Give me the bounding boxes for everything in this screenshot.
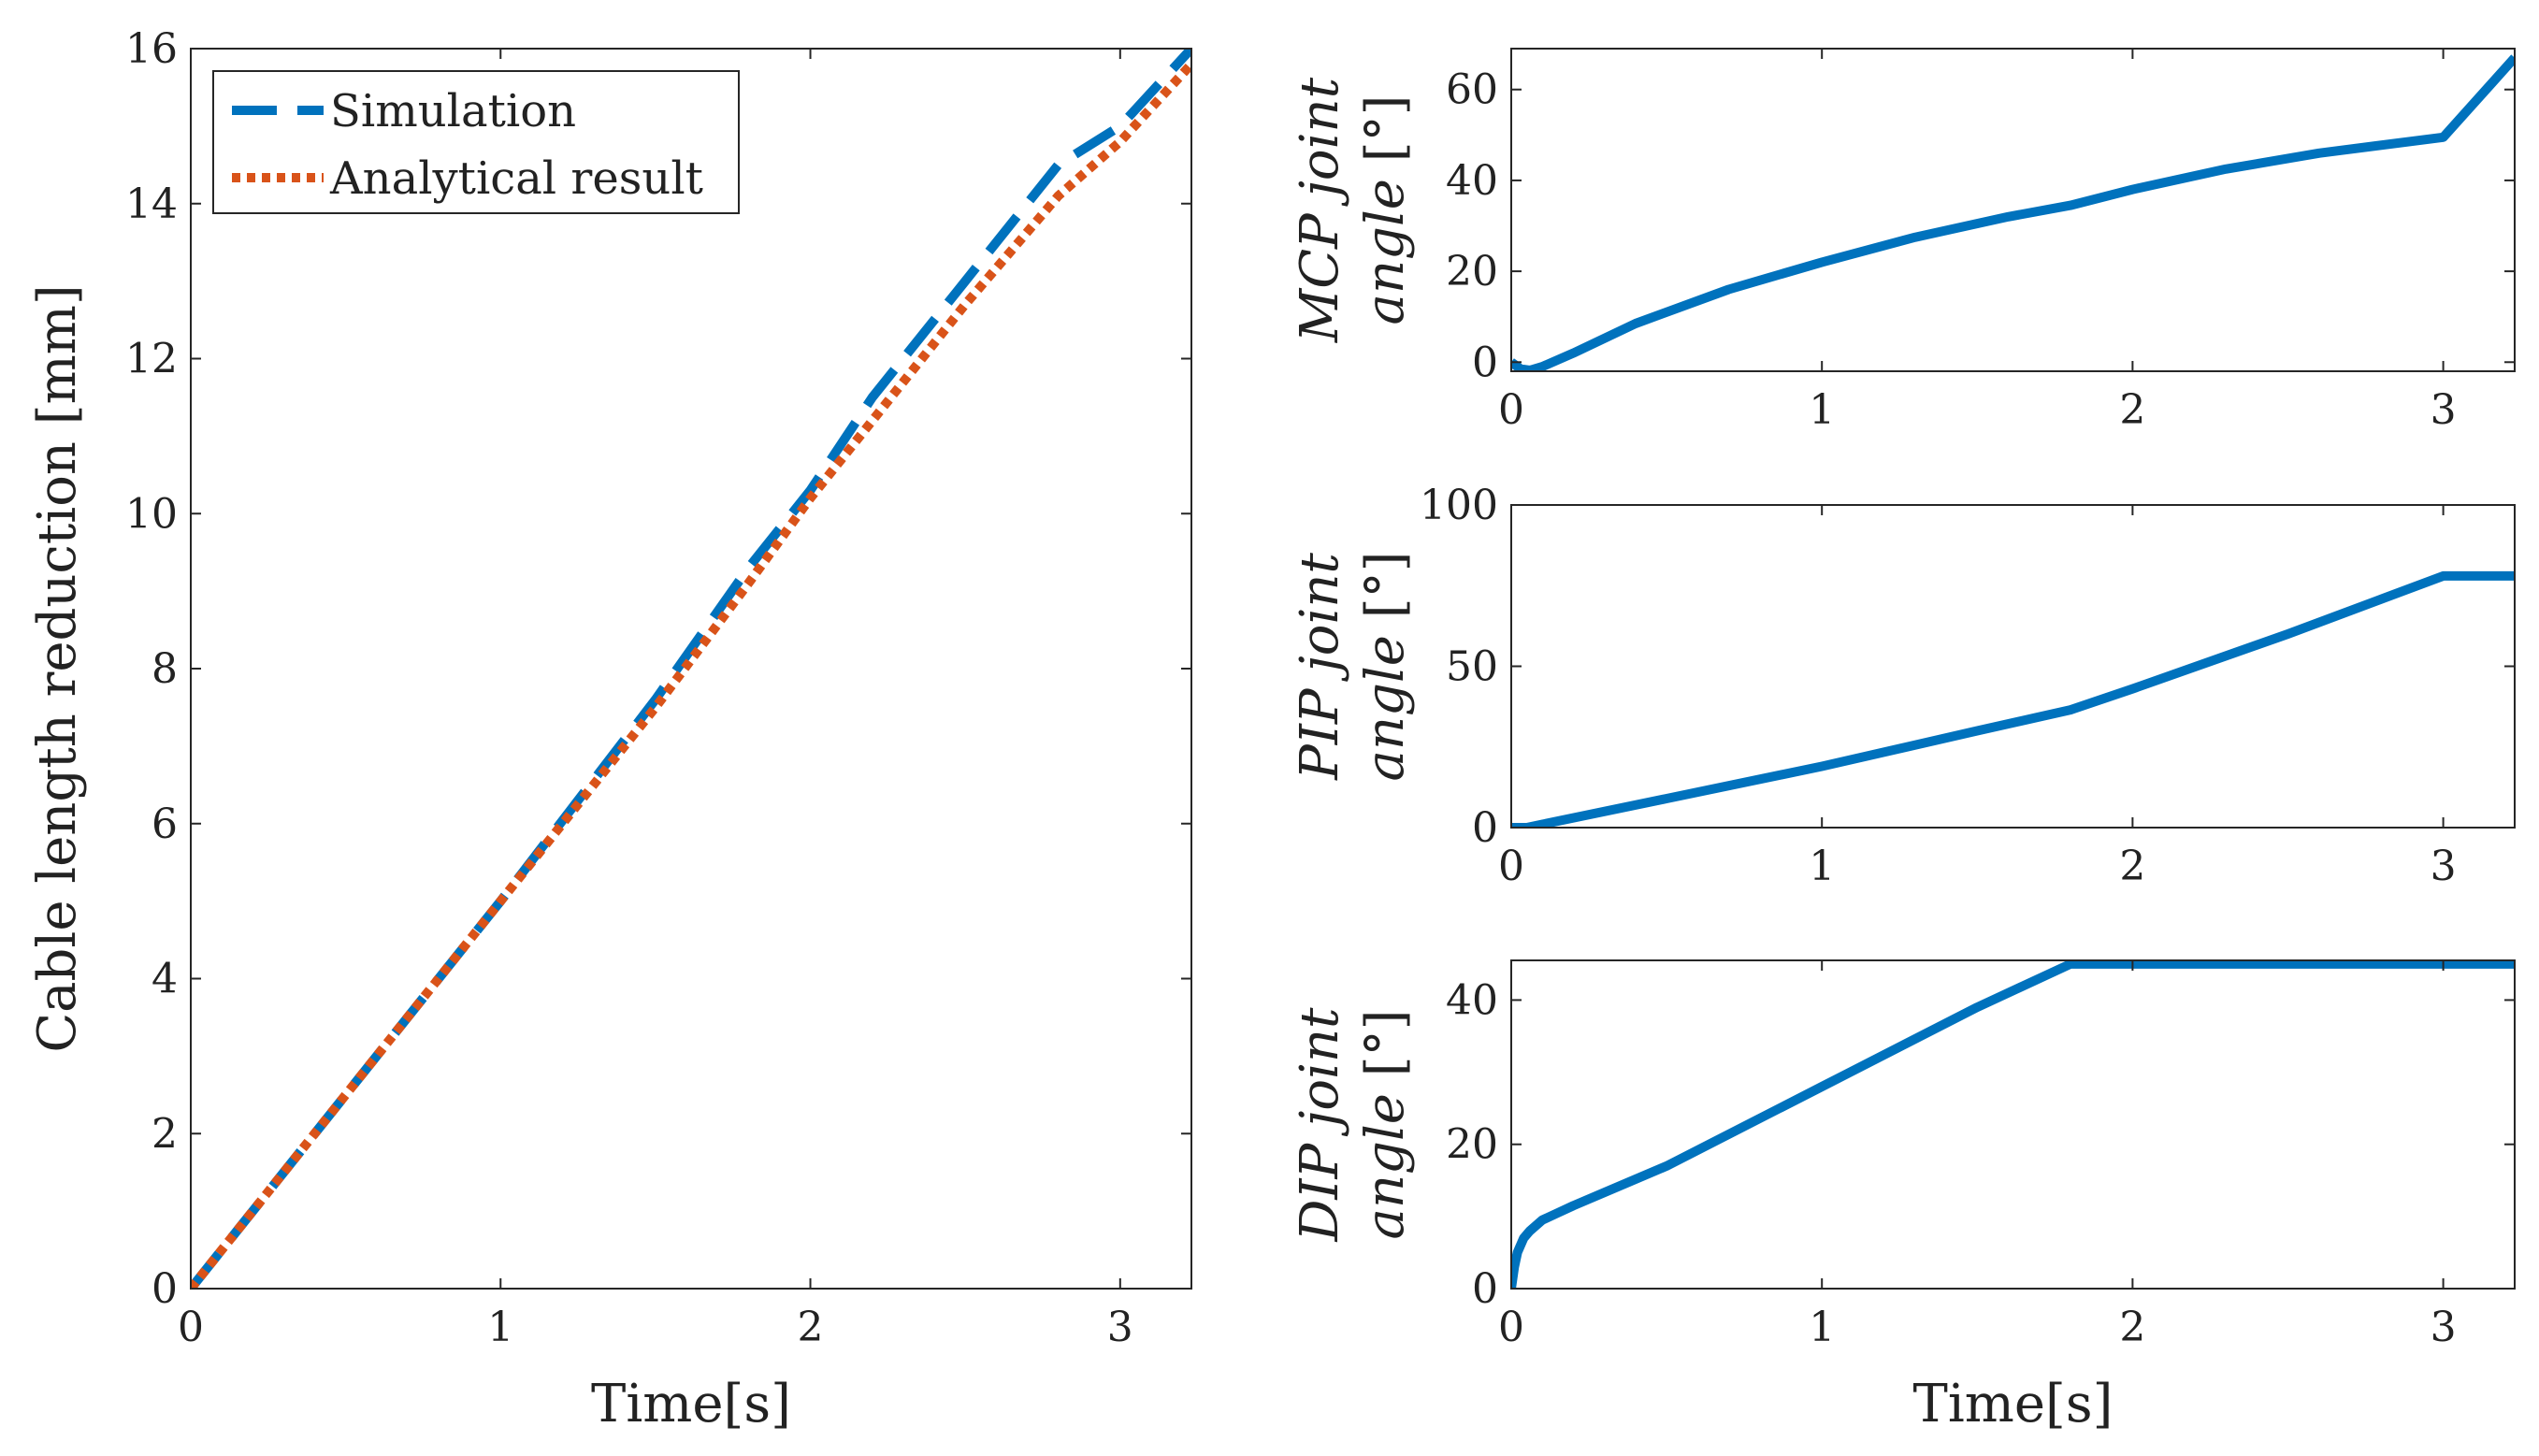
y-tick-label: 16	[125, 25, 178, 73]
y-tick-label: 8	[151, 645, 178, 693]
y-axis-title-part: joint	[1290, 77, 1350, 213]
y-tick-label: 10	[125, 490, 178, 538]
x-tick-label: 2	[2119, 1304, 2145, 1351]
y-axis-title: Cable length reduction [mm]	[27, 284, 88, 1052]
y-tick-label: 0	[1472, 1265, 1498, 1313]
y-tick-label: 100	[1420, 482, 1498, 529]
y-axis-title-part: [°]	[1355, 1010, 1416, 1094]
x-tick-label: 2	[2119, 843, 2145, 890]
axes-box	[1510, 959, 2516, 1290]
x-tick-label: 1	[1809, 386, 1835, 434]
y-tick-label: 0	[1472, 804, 1498, 852]
y-tick-label: 20	[1446, 1121, 1498, 1169]
legend-label: Simulation	[330, 85, 576, 137]
y-tick-label: 40	[1446, 157, 1498, 205]
y-axis-title-part: MCP	[1290, 212, 1350, 343]
y-axis-title-part: joint	[1290, 1007, 1350, 1144]
y-axis-title-line: MCP joint	[1290, 77, 1350, 343]
y-axis-title-line: angle [°]	[1355, 552, 1416, 782]
y-axis-title-line: DIP joint	[1290, 1007, 1350, 1243]
y-axis-title-part: [°]	[1355, 95, 1416, 180]
x-tick-label: 0	[178, 1304, 204, 1351]
x-tick-label: 3	[2431, 386, 2457, 434]
y-axis-title-part: joint	[1290, 553, 1350, 689]
series-line-simulation	[191, 49, 1191, 1289]
legend-label: Analytical result	[329, 152, 703, 205]
y-axis-title-part: DIP	[1290, 1143, 1350, 1243]
y-axis-title-line: angle [°]	[1355, 95, 1416, 325]
y-axis-title-part: [°]	[1355, 552, 1416, 636]
y-axis-title-part: PIP	[1290, 687, 1350, 781]
y-axis-title-part: angle	[1355, 635, 1416, 781]
y-tick-label: 4	[151, 956, 178, 1003]
x-tick-label: 0	[1498, 1304, 1524, 1351]
y-tick-label: 14	[125, 180, 178, 228]
x-tick-label: 3	[2431, 843, 2457, 890]
x-axis-title: Time[s]	[591, 1374, 791, 1434]
y-tick-label: 60	[1446, 66, 1498, 114]
x-tick-label: 3	[2431, 1304, 2457, 1351]
y-axis-title-part: angle	[1355, 1093, 1416, 1239]
y-tick-label: 12	[125, 336, 178, 383]
y-tick-label: 6	[151, 800, 178, 848]
series-line-analytical-result	[191, 61, 1191, 1289]
y-axis-title-line: angle [°]	[1355, 1010, 1416, 1240]
x-tick-label: 0	[1498, 843, 1524, 890]
x-tick-label: 1	[1809, 843, 1835, 890]
y-tick-label: 20	[1446, 248, 1498, 296]
legend-box	[212, 70, 740, 214]
x-tick-label: 0	[1498, 386, 1524, 434]
x-tick-label: 2	[798, 1304, 824, 1351]
x-tick-label: 1	[487, 1304, 513, 1351]
series-line-dip-joint-angle	[1511, 960, 2515, 1289]
y-tick-label: 40	[1446, 976, 1498, 1024]
x-tick-label: 1	[1809, 1304, 1835, 1351]
x-tick-label: 3	[1107, 1304, 1133, 1351]
legend: Simulation Analytical result	[212, 70, 740, 214]
y-tick-label: 0	[151, 1265, 178, 1313]
x-axis-title: Time[s]	[1913, 1374, 2113, 1434]
series-line-pip-joint-angle	[1511, 570, 2515, 828]
y-tick-label: 2	[151, 1110, 178, 1158]
y-tick-label: 0	[1472, 339, 1498, 386]
y-tick-label: 50	[1446, 643, 1498, 691]
axes-box	[1510, 48, 2516, 372]
y-axis-title-line: PIP joint	[1290, 553, 1350, 781]
series-line-mcp-joint-angle	[1511, 54, 2515, 371]
x-tick-label: 2	[2119, 386, 2145, 434]
y-axis-title-part: angle	[1355, 179, 1416, 324]
axes-box	[1510, 504, 2516, 829]
